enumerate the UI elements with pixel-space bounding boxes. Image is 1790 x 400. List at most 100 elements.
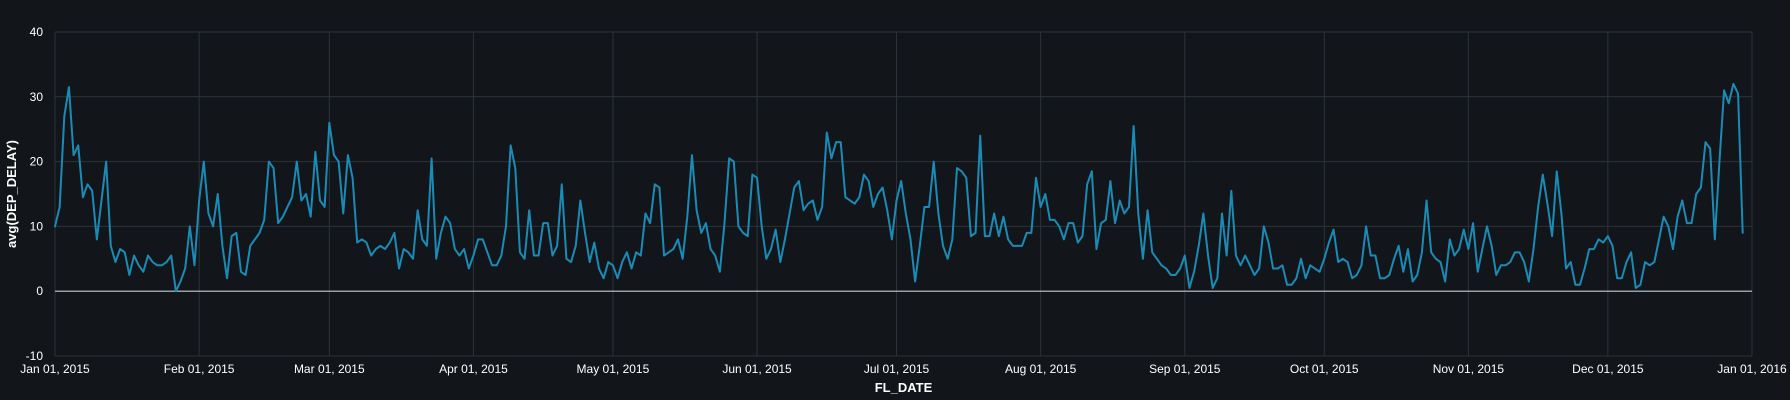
x-tick-label: Jan 01, 2015 [20, 362, 90, 376]
data-point [793, 186, 796, 189]
data-point [588, 261, 591, 264]
data-point [504, 225, 507, 228]
data-point [621, 261, 624, 264]
data-point [1606, 235, 1609, 238]
data-point [1151, 251, 1154, 254]
data-point [123, 251, 126, 254]
data-point [1448, 238, 1451, 241]
data-point [1341, 257, 1344, 260]
data-point [946, 257, 949, 260]
x-tick-label: Mar 01, 2015 [294, 362, 365, 376]
data-point [500, 254, 503, 257]
data-point [532, 254, 535, 257]
data-point [77, 144, 80, 147]
data-point [416, 209, 419, 212]
x-axis-label: FL_DATE [875, 380, 933, 395]
data-point [1597, 238, 1600, 241]
data-point [890, 238, 893, 241]
data-point [1318, 270, 1321, 273]
data-point [690, 154, 693, 157]
data-point [1393, 257, 1396, 260]
data-point [969, 235, 972, 238]
data-point [1253, 274, 1256, 277]
data-point [170, 254, 173, 257]
data-point [1699, 186, 1702, 189]
x-tick-label: Nov 01, 2015 [1433, 362, 1505, 376]
data-point [983, 235, 986, 238]
data-point [1560, 212, 1563, 215]
data-point [1402, 270, 1405, 273]
data-point [207, 212, 210, 215]
data-point [607, 261, 610, 264]
data-point [309, 215, 312, 218]
data-point [1574, 283, 1577, 286]
data-point [1704, 141, 1707, 144]
data-point [495, 264, 498, 267]
data-point [1616, 277, 1619, 280]
data-point [1188, 286, 1191, 289]
data-point [556, 244, 559, 247]
data-point [1123, 212, 1126, 215]
data-point [1276, 267, 1279, 270]
data-point [188, 225, 191, 228]
data-point [1337, 261, 1340, 264]
data-point [704, 222, 707, 225]
data-point [1504, 264, 1507, 267]
data-point [751, 173, 754, 176]
data-point [1685, 222, 1688, 225]
data-point [221, 244, 224, 247]
data-point [1541, 173, 1544, 176]
data-point [1713, 238, 1716, 241]
y-tick-label: 0 [36, 284, 43, 298]
data-point [1379, 277, 1382, 280]
data-point [1146, 209, 1149, 212]
data-point [528, 209, 531, 212]
data-point [853, 202, 856, 205]
data-point [398, 267, 401, 270]
data-point [1114, 222, 1117, 225]
data-point [1355, 274, 1358, 277]
data-point [988, 235, 991, 238]
x-tick-label: Feb 01, 2015 [164, 362, 235, 376]
data-point [1732, 82, 1735, 85]
data-point [1155, 257, 1158, 260]
data-point [1602, 241, 1605, 244]
x-axis-ticks: Jan 01, 2015 Feb 01, 2015 Mar 01, 2015 Apr … [20, 362, 1787, 376]
data-point [239, 270, 242, 273]
data-point [509, 144, 512, 147]
y-tick-label: -10 [26, 349, 44, 363]
data-point [174, 290, 177, 293]
data-point [1709, 147, 1712, 150]
data-point [1290, 283, 1293, 286]
data-point [435, 257, 438, 260]
data-point [1002, 215, 1005, 218]
data-point [453, 248, 456, 251]
data-point [379, 244, 382, 247]
data-point [1062, 238, 1065, 241]
data-point [81, 196, 84, 199]
data-point [449, 222, 452, 225]
data-point [1044, 193, 1047, 196]
data-point [1383, 277, 1386, 280]
data-point [1137, 212, 1140, 215]
x-tick-label: Aug 01, 2015 [1005, 362, 1077, 376]
data-point [198, 199, 201, 202]
data-point [932, 160, 935, 163]
data-point [1109, 180, 1112, 183]
data-point [305, 193, 308, 196]
data-point [700, 231, 703, 234]
data-point [560, 183, 563, 186]
data-point [1648, 264, 1651, 267]
data-point [728, 157, 731, 160]
data-point [216, 193, 219, 196]
data-point [114, 261, 117, 264]
data-point [974, 231, 977, 234]
data-point [1737, 92, 1740, 95]
data-point [1234, 254, 1237, 257]
data-point [1369, 254, 1372, 257]
data-point [1272, 267, 1275, 270]
data-point [923, 205, 926, 208]
data-point [1048, 218, 1051, 221]
data-point [1309, 264, 1312, 267]
